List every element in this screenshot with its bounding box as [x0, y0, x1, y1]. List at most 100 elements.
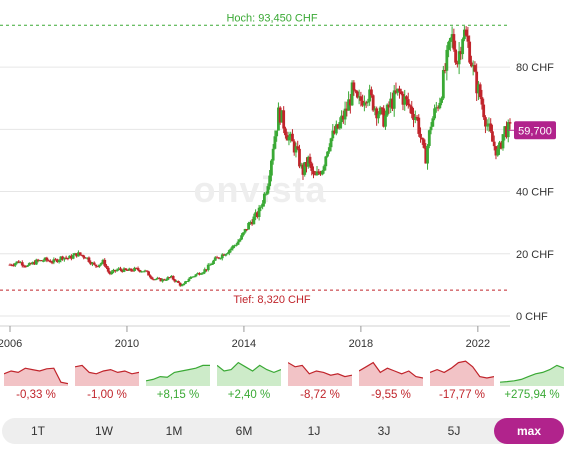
candle-body: [227, 250, 231, 254]
candle-body: [450, 34, 454, 39]
candle-body: [240, 235, 243, 240]
candle-body: [175, 281, 179, 283]
candle-body: [466, 35, 470, 42]
candle-body: [362, 102, 366, 106]
candle-body: [152, 279, 156, 281]
candle-body: [159, 278, 163, 282]
candle-body: [275, 130, 279, 137]
candle-body: [27, 263, 31, 266]
candle-body: [110, 271, 114, 275]
performance-sparkline: [288, 362, 352, 386]
performance-label: -9,55 %: [371, 389, 411, 401]
candle-body: [31, 262, 35, 265]
candle-body: [17, 261, 21, 263]
candle-body: [438, 102, 442, 109]
candle-body: [217, 257, 221, 259]
performance-sparkline: [217, 361, 281, 386]
x-tick-label: 2006: [0, 338, 22, 350]
candle-body: [82, 255, 86, 258]
candle-body: [394, 90, 398, 93]
y-tick-label: 20 CHF: [516, 249, 554, 261]
tab-3j[interactable]: 3J: [377, 424, 391, 438]
sparkline-area: [430, 361, 494, 386]
performance-sparkline: [75, 364, 139, 386]
candle-body: [170, 276, 173, 278]
candle-body: [462, 29, 466, 40]
candle-body: [361, 100, 365, 106]
candle-body: [345, 108, 349, 111]
candle-body: [471, 65, 475, 67]
candle-body: [54, 259, 58, 261]
performance-label: +2,40 %: [227, 389, 271, 401]
tab-1w[interactable]: 1W: [95, 424, 113, 438]
sparkline-line: [359, 361, 423, 379]
tab-1j[interactable]: 1J: [307, 424, 321, 438]
candle-body: [473, 65, 477, 72]
candle-body: [371, 95, 375, 111]
candle-body: [199, 273, 203, 275]
candle-body: [96, 266, 100, 268]
candle-body: [287, 136, 291, 141]
tab-1m[interactable]: 1M: [165, 424, 183, 438]
candle-body: [80, 254, 84, 256]
candle-body: [61, 256, 65, 260]
candle-body: [305, 162, 308, 167]
x-tick-label: 2014: [232, 338, 256, 350]
candle-body: [91, 262, 94, 265]
candle-body: [52, 259, 56, 263]
candle-body: [380, 107, 384, 109]
candle-body: [284, 128, 287, 136]
candle-body: [173, 279, 177, 282]
candle-body: [408, 105, 412, 107]
performance-strip: -0,33 % -1,00 % +8,15 % +2,40 % -8,72 % -9,55…: [0, 356, 584, 406]
candle-body: [212, 260, 215, 264]
candle-body: [45, 257, 49, 261]
tab-6m[interactable]: 6M: [235, 424, 253, 438]
performance-label: -17,77 %: [438, 389, 486, 401]
sparkline-line: [430, 360, 494, 379]
candle-body: [145, 270, 149, 272]
candle-body: [241, 232, 245, 236]
candle-body: [392, 90, 396, 109]
candle-body: [270, 160, 273, 176]
time-range-tabs: 1T 1W 1M 6M 1J 3J 5J max: [2, 418, 564, 444]
candle-body: [368, 89, 372, 102]
candle-body: [210, 263, 214, 265]
candle-body: [206, 264, 210, 271]
candle-body: [475, 71, 479, 94]
candle-body: [213, 257, 217, 261]
candle-body: [327, 147, 331, 152]
candle-body: [20, 262, 24, 266]
candle-body: [377, 114, 380, 119]
candle-body: [375, 108, 379, 119]
candle-body: [148, 275, 152, 278]
candle-body: [12, 265, 15, 267]
candle-body: [10, 264, 14, 266]
candle-body: [459, 51, 463, 55]
candle-body: [489, 123, 493, 132]
tab-max[interactable]: max: [494, 418, 564, 444]
candle-body: [326, 151, 329, 157]
candle-body: [234, 244, 238, 246]
candle-body: [133, 267, 136, 271]
candle-body: [184, 281, 187, 284]
candle-body: [208, 264, 212, 266]
candle-body: [443, 69, 447, 71]
candle-body: [478, 84, 482, 98]
performance-card: -1,00 %: [75, 356, 139, 402]
candle-body: [396, 88, 400, 93]
tab-1t[interactable]: 1T: [30, 424, 45, 438]
candle-body: [98, 264, 101, 267]
candle-body: [485, 125, 489, 127]
candle-body: [405, 96, 408, 100]
candle-body: [59, 256, 63, 261]
tab-5j[interactable]: 5J: [447, 424, 461, 438]
performance-card: +275,94 %: [500, 356, 564, 402]
performance-sparkline: [500, 364, 564, 386]
candle-body: [494, 146, 498, 156]
candle-body: [143, 270, 147, 272]
candle-body: [198, 273, 201, 275]
candle-body: [347, 99, 350, 111]
performance-sparkline: [430, 360, 494, 386]
